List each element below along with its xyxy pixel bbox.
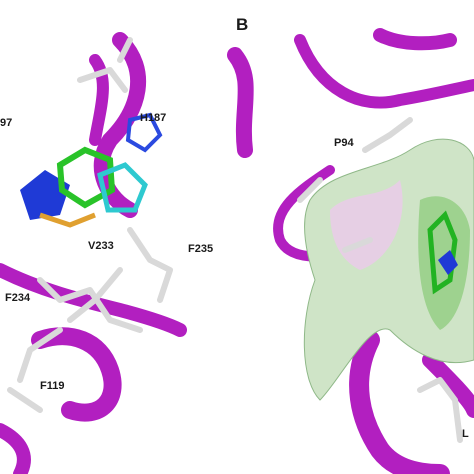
stick [7, 277, 143, 413]
ribbon [93, 32, 147, 218]
residue-label: 97 [0, 117, 12, 129]
ribbon [31, 327, 122, 422]
ribbon [0, 423, 31, 474]
stick [417, 377, 463, 443]
left-panel [0, 32, 187, 474]
ribbon [227, 47, 254, 158]
stick [77, 37, 133, 93]
residue-label: F119 [40, 380, 64, 392]
ligand-chain [39, 212, 96, 228]
ligand-ring [97, 162, 148, 213]
residue-label: L [462, 428, 469, 440]
residue-label: F234 [5, 292, 31, 304]
ligand-ring [56, 146, 116, 209]
stick [297, 117, 413, 253]
ribbon [0, 263, 187, 337]
ribbon [349, 330, 450, 474]
ribbon [373, 28, 457, 51]
ribbon [294, 34, 474, 109]
ligand-ring [20, 170, 70, 220]
residue-label: V233 [88, 240, 114, 252]
right-panel [227, 28, 474, 474]
residue-label: P94 [334, 137, 354, 149]
ribbon [89, 54, 109, 146]
residue-label: F235 [188, 243, 213, 255]
residue-label: H187 [140, 112, 166, 124]
panel-label: B [236, 15, 248, 34]
ribbon [422, 352, 474, 418]
ligand-ring [438, 250, 458, 275]
histidine-ring [125, 112, 163, 153]
